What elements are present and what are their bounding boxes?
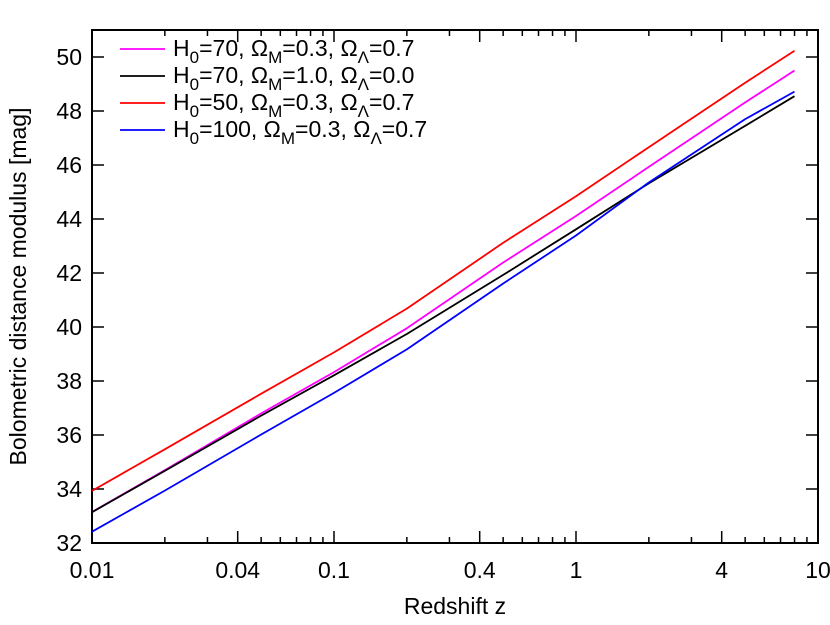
series-line-1: [91, 69, 795, 513]
y-axis-label: Bolometric distance modulus [mag]: [5, 108, 31, 466]
series-line-4: [91, 90, 795, 533]
x-tick-label: 1: [570, 557, 583, 583]
y-tick-label: 36: [56, 422, 82, 448]
legend-label: H0=70, ΩM=1.0, ΩΛ=0.0: [173, 62, 414, 94]
x-tick-label: 0.4: [464, 557, 496, 583]
x-tick-label: 0.1: [318, 557, 350, 583]
y-tick-label: 38: [56, 368, 82, 394]
legend-item-1: H0=70, ΩM=0.3, ΩΛ=0.7: [120, 35, 414, 67]
plot-border: [91, 29, 819, 544]
y-tick-label: 48: [56, 98, 82, 124]
series-line-2: [91, 95, 795, 513]
x-tick-label: 0.01: [70, 557, 115, 583]
x-tick-label: 0.04: [215, 557, 260, 583]
legend-label: H0=100, ΩM=0.3, ΩΛ=0.7: [173, 116, 427, 148]
y-tick-label: 46: [56, 152, 82, 178]
x-tick-label: 10: [805, 557, 830, 583]
plot-area: [91, 29, 819, 544]
legend-label: H0=50, ΩM=0.3, ΩΛ=0.7: [173, 89, 414, 121]
y-tick-label: 32: [56, 530, 82, 556]
series-line-3: [91, 50, 795, 492]
y-axis: 32 34 36 38 40 42 44 46 48 50: [56, 44, 818, 556]
legend: H0=70, ΩM=0.3, ΩΛ=0.7H0=70, ΩM=1.0, ΩΛ=0…: [120, 35, 427, 148]
y-tick-label: 50: [56, 44, 82, 70]
y-tick-label: 42: [56, 260, 82, 286]
y-tick-label: 44: [56, 206, 82, 232]
x-tick-label: 4: [715, 557, 728, 583]
x-axis-label: Redshift z: [404, 593, 506, 619]
legend-label: H0=70, ΩM=0.3, ΩΛ=0.7: [173, 35, 414, 67]
legend-item-4: H0=100, ΩM=0.3, ΩΛ=0.7: [120, 116, 427, 148]
legend-item-2: H0=70, ΩM=1.0, ΩΛ=0.0: [120, 62, 414, 94]
legend-item-3: H0=50, ΩM=0.3, ΩΛ=0.7: [120, 89, 414, 121]
y-tick-label: 34: [56, 476, 82, 502]
y-tick-label: 40: [56, 314, 82, 340]
x-axis: 0.01 0.04 0.1 0.4 1 4 10: [70, 30, 830, 583]
series-lines: [91, 50, 795, 533]
